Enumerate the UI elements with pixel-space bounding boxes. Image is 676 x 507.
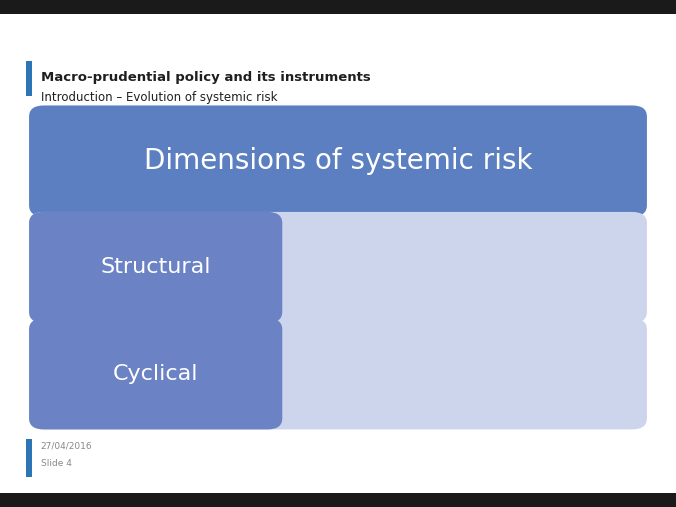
Bar [0, 493, 676, 507]
Text: Macro-prudential policy and its instruments: Macro-prudential policy and its instrume… [41, 71, 370, 84]
FancyBboxPatch shape [29, 212, 647, 323]
Text: Structural: Structural [101, 258, 211, 277]
FancyBboxPatch shape [29, 318, 647, 429]
Text: Dimensions of systemic risk: Dimensions of systemic risk [144, 147, 532, 175]
Bar [0, 0, 676, 14]
FancyBboxPatch shape [29, 212, 283, 323]
Text: Cyclical: Cyclical [113, 364, 199, 384]
Bar [26, 439, 32, 477]
Bar [26, 61, 32, 96]
Text: Introduction – Evolution of systemic risk: Introduction – Evolution of systemic ris… [41, 91, 277, 104]
FancyBboxPatch shape [29, 318, 283, 429]
FancyBboxPatch shape [29, 105, 647, 216]
Text: 27/04/2016: 27/04/2016 [41, 441, 92, 450]
Text: Slide 4: Slide 4 [41, 459, 72, 468]
